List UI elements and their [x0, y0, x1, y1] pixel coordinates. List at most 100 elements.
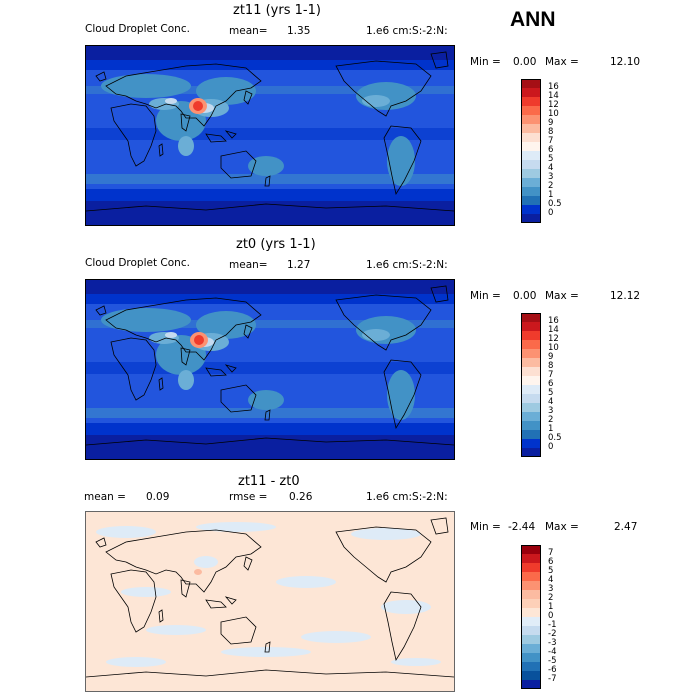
colorbar-tick-label: 4 [548, 397, 554, 407]
colorbar-box [521, 358, 541, 367]
panel-2-map [85, 279, 455, 460]
colorbar-box [521, 439, 541, 448]
panel-1-min-label: Min = [470, 56, 501, 68]
colorbar-box [521, 349, 541, 358]
colorbar-tick-label: 10 [548, 343, 559, 353]
panel-3-rmse-value: 0.26 [289, 491, 313, 503]
colorbar-tick-label: 4 [548, 575, 554, 585]
colorbar-box [521, 385, 541, 394]
panel-2-max-value: 12.12 [610, 290, 641, 302]
panel-2-min-value: 0.00 [513, 290, 537, 302]
panel-2-max-label: Max = [545, 290, 579, 302]
colorbar-box [521, 581, 541, 590]
colorbar-box [521, 430, 541, 439]
panel-3-units: 1.e6 cm:S:-2:N: [366, 491, 448, 503]
colorbar-tick-label: 12 [548, 334, 559, 344]
colorbar-box [521, 608, 541, 617]
colorbar-tick-label: 14 [548, 325, 559, 335]
colorbar-tick-label: -5 [548, 656, 557, 666]
colorbar-tick-label: 5 [548, 154, 554, 164]
panel-2-title: zt0 (yrs 1-1) [236, 237, 316, 252]
colorbar-box [521, 376, 541, 385]
colorbar-box [521, 205, 541, 214]
colorbar-box [521, 142, 541, 151]
panel-2-mean-value: 1.27 [287, 259, 311, 271]
colorbar-tick-label: 16 [548, 316, 559, 326]
colorbar-box [521, 322, 541, 331]
colorbar-tick-label: 0 [548, 611, 554, 621]
colorbar-box [521, 617, 541, 626]
colorbar-box [521, 412, 541, 421]
colorbar-box [521, 133, 541, 142]
colorbar-tick-label: 0.5 [548, 433, 562, 443]
colorbar-box [521, 214, 541, 223]
colorbar-tick-label: 0 [548, 442, 554, 452]
colorbar-box [521, 680, 541, 689]
colorbar-tick-label: 1 [548, 190, 554, 200]
colorbar-box [521, 124, 541, 133]
panel-3-min-value: -2.44 [508, 521, 536, 533]
panel-2-variable: Cloud Droplet Conc. [85, 257, 190, 269]
colorbar-box [521, 662, 541, 671]
colorbar-box [521, 554, 541, 563]
panel-2-colorbar [521, 313, 541, 457]
panel-2-units: 1.e6 cm:S:-2:N: [366, 259, 448, 271]
colorbar-box [521, 331, 541, 340]
colorbar-tick-label: 7 [548, 370, 554, 380]
colorbar-box [521, 545, 541, 554]
panel-3-map-svg [86, 512, 454, 691]
colorbar-tick-label: -2 [548, 629, 557, 639]
colorbar-tick-label: 3 [548, 406, 554, 416]
panel-2-min-label: Min = [470, 290, 501, 302]
colorbar-tick-label: 9 [548, 352, 554, 362]
colorbar-box [521, 421, 541, 430]
colorbar-box [521, 178, 541, 187]
colorbar-box [521, 590, 541, 599]
colorbar-tick-label: 2 [548, 593, 554, 603]
colorbar-tick-label: 5 [548, 388, 554, 398]
colorbar-box [521, 653, 541, 662]
colorbar-tick-label: 3 [548, 584, 554, 594]
colorbar-tick-label: 8 [548, 361, 554, 371]
colorbar-box [521, 367, 541, 376]
colorbar-tick-label: 0.5 [548, 199, 562, 209]
panel-1-title: zt11 (yrs 1-1) [233, 3, 321, 18]
colorbar-tick-label: -7 [548, 674, 557, 684]
panel-3-rmse-label: rmse = [229, 491, 268, 503]
season-label: ANN [510, 8, 556, 31]
panel-1-variable: Cloud Droplet Conc. [85, 23, 190, 35]
panel-3-map [85, 511, 455, 692]
panel-1-max-value: 12.10 [610, 56, 641, 68]
colorbar-tick-label: 9 [548, 118, 554, 128]
colorbar-box [521, 106, 541, 115]
panel-1-mean-value: 1.35 [287, 25, 311, 37]
colorbar-box [521, 169, 541, 178]
colorbar-box [521, 635, 541, 644]
colorbar-box [521, 572, 541, 581]
colorbar-box [521, 160, 541, 169]
panel-3-mean-label: mean = [84, 491, 126, 503]
panel-3-mean-value: 0.09 [146, 491, 170, 503]
colorbar-tick-label: 0 [548, 208, 554, 218]
panel-3-max-value: 2.47 [614, 521, 638, 533]
panel-3-colorbar [521, 545, 541, 689]
colorbar-tick-label: -4 [548, 647, 557, 657]
panel-2-mean-label: mean= [229, 259, 268, 271]
colorbar-tick-label: 1 [548, 602, 554, 612]
colorbar-tick-label: 6 [548, 379, 554, 389]
colorbar-box [521, 313, 541, 322]
panel-1-map [85, 45, 455, 226]
colorbar-tick-label: 14 [548, 91, 559, 101]
colorbar-box [521, 196, 541, 205]
colorbar-tick-label: 4 [548, 163, 554, 173]
colorbar-tick-label: 2 [548, 415, 554, 425]
panel-1-min-value: 0.00 [513, 56, 537, 68]
colorbar-tick-label: 2 [548, 181, 554, 191]
colorbar-box [521, 563, 541, 572]
colorbar-box [521, 79, 541, 88]
colorbar-box [521, 340, 541, 349]
colorbar-box [521, 97, 541, 106]
panel-1-map-svg [86, 46, 454, 225]
panel-2-map-svg [86, 280, 454, 459]
panel-1-mean-label: mean= [229, 25, 268, 37]
